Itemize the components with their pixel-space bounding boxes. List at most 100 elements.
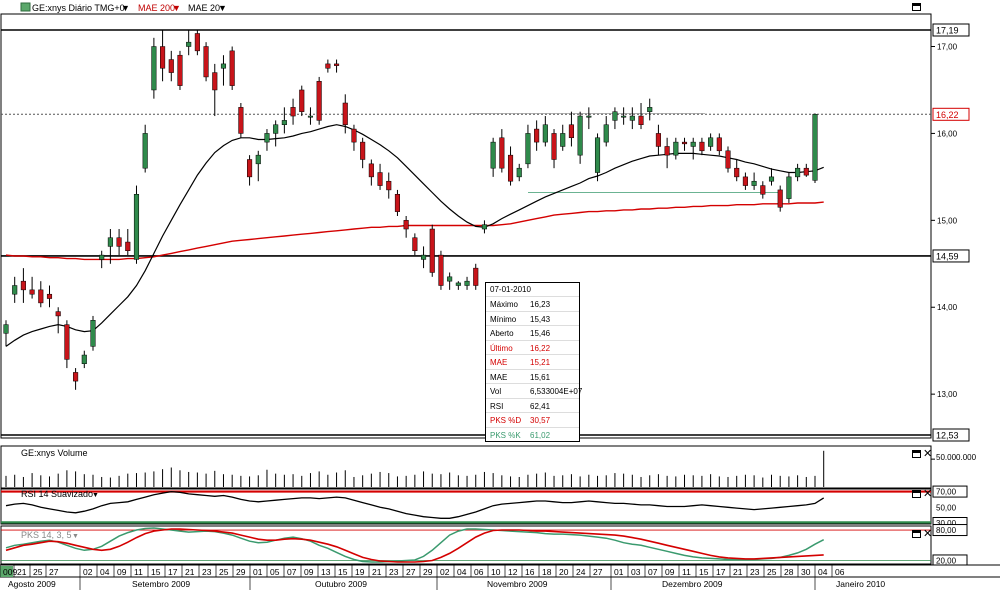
candle-body (525, 133, 531, 165)
x-axis-day-label: 01 (253, 567, 263, 577)
candle (99, 250, 105, 269)
x-axis-day-label: 28 (784, 567, 794, 577)
candle (46, 285, 53, 308)
price-level-box (932, 107, 970, 121)
candle-body (725, 150, 731, 169)
pks-d-path (5, 528, 824, 563)
candle (64, 320, 70, 369)
price-level-label: 12,53 (936, 431, 959, 441)
tooltip-row: MAE 15,61 (486, 368, 579, 385)
candle (116, 229, 122, 256)
symbol-label[interactable]: GE:xnys Diário TMG+0 (32, 3, 125, 13)
mae20-dropdown-icon[interactable]: ▼ (218, 3, 227, 13)
rsi-panel-title[interactable]: RSI 14 Suavizado (21, 489, 93, 499)
pks-k-path (5, 527, 825, 563)
x-axis-day-label: 27 (406, 567, 416, 577)
rsi-panel-maximize-icon[interactable] (912, 490, 921, 498)
price-level-box (932, 249, 970, 263)
candle-body (12, 285, 18, 295)
candle (560, 124, 566, 151)
candle (803, 163, 809, 177)
pks-panel (0, 525, 932, 565)
candle-body (29, 289, 35, 295)
x-axis-day-label: 23 (750, 567, 760, 577)
candle-body (751, 180, 757, 186)
pks-dropdown-icon[interactable]: ▼ (72, 533, 79, 540)
candle-body (438, 254, 444, 286)
mae200-line (5, 201, 824, 261)
candle (151, 37, 157, 99)
candle (525, 124, 531, 169)
rsi-dropdown-icon[interactable]: ▼ (92, 492, 99, 499)
candle-body (612, 111, 618, 121)
candle (699, 137, 705, 156)
x-axis-day-label: 009 (3, 567, 17, 577)
candle (655, 124, 661, 156)
rsi-panel-close-icon[interactable]: ✕ (923, 488, 933, 500)
candle (429, 224, 435, 277)
x-axis-day-label: 21 (372, 567, 382, 577)
candle-body (638, 115, 644, 125)
pks-panel-close-icon[interactable]: ✕ (923, 528, 933, 540)
candle-body (116, 237, 122, 247)
candle-body (194, 33, 200, 52)
candle-body (64, 324, 70, 360)
candle-body (3, 324, 9, 334)
pks-panel-title[interactable]: PKS 14, 3, 5 (21, 530, 72, 540)
candle (20, 268, 26, 303)
mae200-dropdown-icon[interactable]: ▼ (172, 3, 181, 13)
x-axis-day-label: 12 (508, 567, 518, 577)
price-level-box (932, 23, 970, 37)
candle-body (673, 141, 679, 156)
candle-body (690, 141, 696, 147)
mae20-label[interactable]: MAE 20 (188, 3, 220, 13)
data-tooltip: 07-01-2010 Máximo 16,23 Mínimo 15,43 Aberto 1… (485, 282, 582, 442)
volume-panel-close-icon[interactable]: ✕ (923, 448, 933, 460)
x-axis-day-label: 21 (17, 567, 27, 577)
x-axis-day-label: 07 (287, 567, 297, 577)
price-panel-maximize-icon[interactable] (912, 3, 921, 11)
candle-body (247, 159, 253, 178)
volume-panel-maximize-icon[interactable] (912, 450, 921, 458)
candle-body (81, 354, 87, 364)
tooltip-row-value: 62,41 (530, 401, 551, 411)
candle (594, 133, 601, 182)
x-axis-day-label: 23 (389, 567, 399, 577)
pks-panel-maximize-icon[interactable] (912, 530, 921, 538)
candle-body (777, 189, 783, 208)
x-axis-day-label: 03 (631, 567, 641, 577)
price-tick-label: 16,00 (937, 129, 958, 138)
candle-body (55, 311, 61, 317)
candle (708, 133, 714, 151)
candle-body (368, 163, 374, 178)
candle (238, 103, 244, 138)
symbol-dropdown-icon[interactable]: ▼ (121, 3, 130, 13)
candle-body (429, 228, 435, 273)
candle (777, 185, 783, 212)
x-axis-month-label: Janeiro 2010 (836, 579, 885, 589)
candle-body (647, 107, 653, 112)
x-axis-day-label: 17 (168, 567, 178, 577)
candle (473, 263, 479, 290)
candle-body (447, 276, 453, 282)
tooltip-row: Mínimo 15,43 (486, 310, 579, 327)
candle-body (507, 154, 514, 182)
candle (194, 30, 200, 56)
candle (386, 172, 392, 199)
candle-body (238, 107, 244, 134)
x-axis-month-label: Setembro 2009 (132, 579, 190, 589)
candle (568, 111, 574, 147)
price-tick-label: 14,00 (937, 303, 958, 312)
x-axis-day-label: 11 (682, 567, 691, 577)
candle-body (621, 115, 627, 118)
x-axis-day-label: 19 (355, 567, 365, 577)
tooltip-row-value: 16,23 (530, 300, 551, 309)
candle (38, 281, 44, 308)
tooltip-row-label: Máximo (490, 300, 519, 309)
x-axis-day-label: 23 (202, 567, 212, 577)
candle (299, 85, 305, 117)
candle-body (360, 141, 366, 160)
x-axis-day-label: 10 (491, 567, 501, 577)
candle-body (812, 114, 818, 181)
mae200-label[interactable]: MAE 200 (138, 3, 175, 13)
